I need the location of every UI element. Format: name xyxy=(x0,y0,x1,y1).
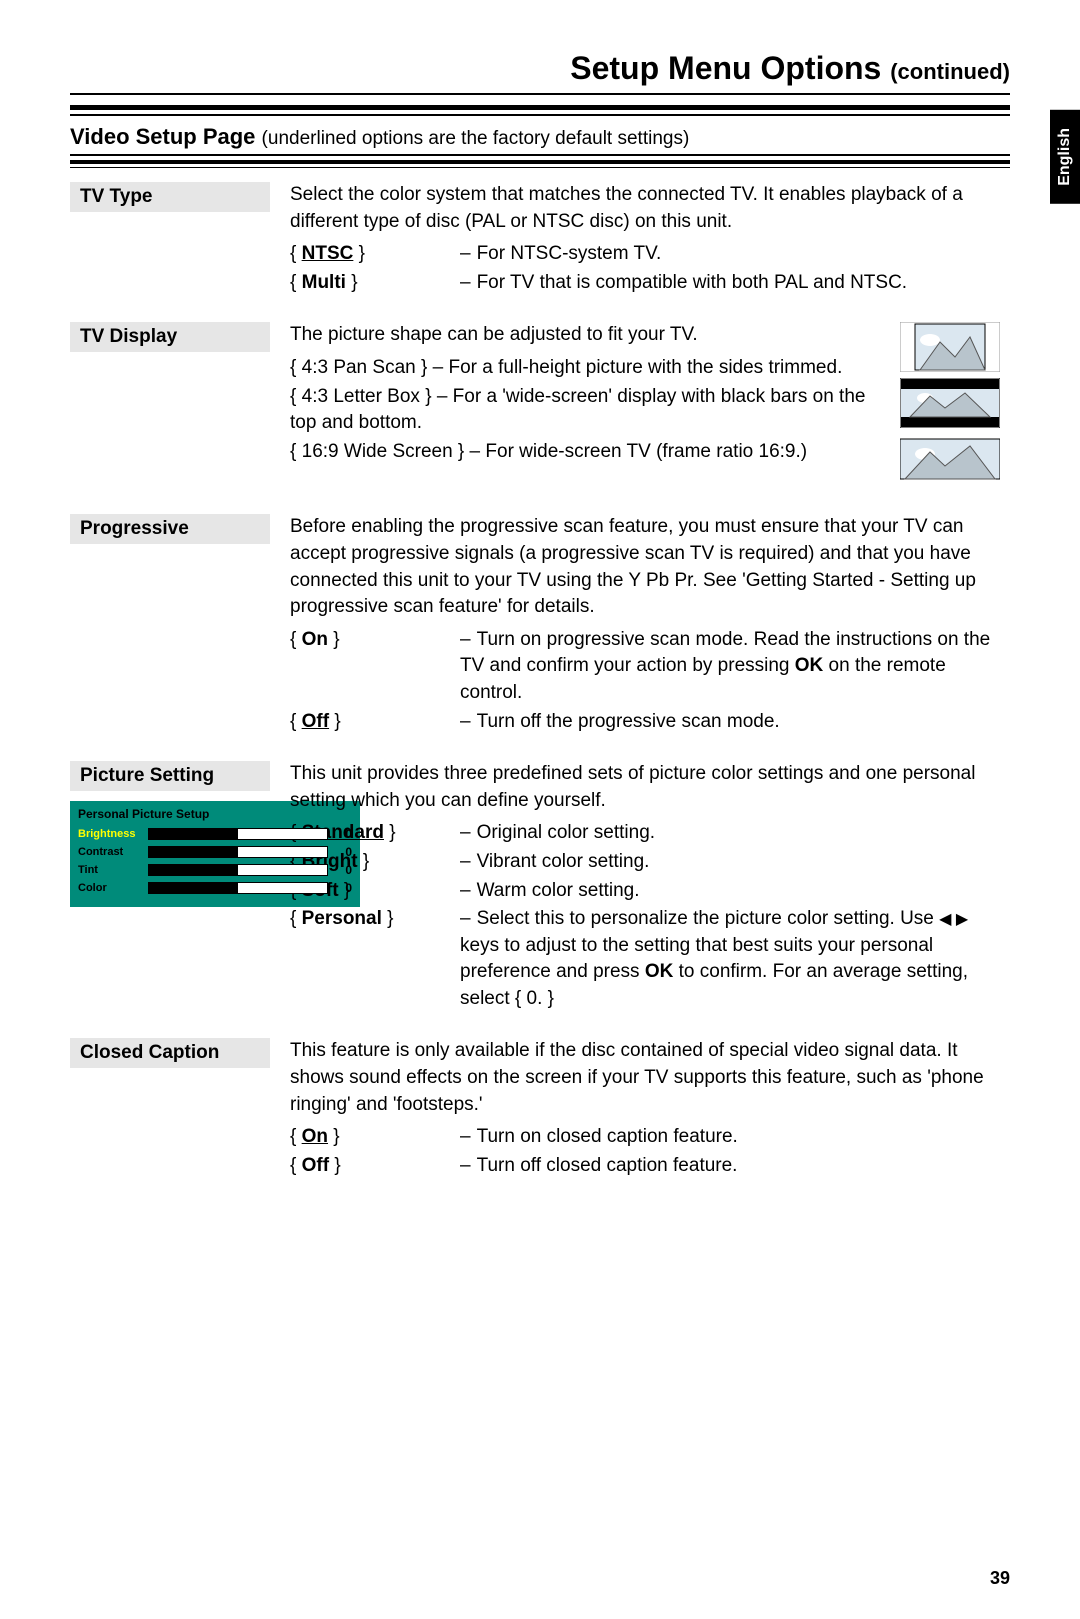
opt-desc-personal-a: Select this to personalize the picture c… xyxy=(477,908,940,929)
label-picture: Picture Setting xyxy=(70,761,270,791)
opt-desc-cc-off: Turn off closed caption feature. xyxy=(477,1155,738,1176)
row-tv-type: TV Type Select the color system that mat… xyxy=(70,182,1010,298)
panel-bar-tint xyxy=(148,864,328,876)
opt-desc-prog-off: Turn off the progressive scan mode. xyxy=(477,711,780,732)
row-closed-caption: Closed Caption This feature is only avai… xyxy=(70,1038,1010,1181)
cc-opt-off: { Off } –Turn off closed caption feature… xyxy=(290,1153,1010,1180)
tv-type-opt-multi: { Multi } –For TV that is compatible wit… xyxy=(290,270,1010,297)
tv-display-opt-wide: { 16:9 Wide Screen } – For wide-screen T… xyxy=(290,439,890,466)
section-header: Video Setup Page (underlined options are… xyxy=(70,120,1010,156)
panel-label-color: Color xyxy=(78,882,148,894)
title-continued: (continued) xyxy=(890,59,1010,84)
panel-row-contrast: Contrast 0 xyxy=(78,845,352,859)
row-picture-setting: Picture Setting Personal Picture Setup B… xyxy=(70,761,1010,1014)
page-content: Setup Menu Options (continued) Video Set… xyxy=(0,0,1080,1255)
illus-letterbox xyxy=(900,378,1000,428)
illus-panscan xyxy=(900,322,1000,372)
label-progressive: Progressive xyxy=(70,514,270,544)
picture-intro: This unit provides three predefined sets… xyxy=(290,761,1010,814)
opt-desc-wide: For wide-screen TV (frame ratio 16:9.) xyxy=(485,441,807,462)
opt-key-prog-off: Off xyxy=(302,711,329,732)
opt-key-multi: Multi xyxy=(302,272,346,293)
cc-intro: This feature is only available if the di… xyxy=(290,1038,1010,1118)
title-text: Setup Menu Options xyxy=(570,50,881,86)
panel-row-color: Color 0 xyxy=(78,881,352,895)
picture-opt-soft: { Soft } –Warm color setting. xyxy=(290,878,1010,905)
label-tv-display: TV Display xyxy=(70,322,270,352)
panel-row-tint: Tint 0 xyxy=(78,863,352,877)
opt-desc-standard: Original color setting. xyxy=(477,822,655,843)
panel-row-brightness: Brightness 0 xyxy=(78,827,352,841)
tv-display-intro: The picture shape can be adjusted to fit… xyxy=(290,322,890,349)
progressive-opt-off: { Off } –Turn off the progressive scan m… xyxy=(290,709,1010,736)
label-tv-type: TV Type xyxy=(70,182,270,212)
divider-thin-double xyxy=(70,160,1010,168)
tv-display-opt-letterbox: { 4:3 Letter Box } – For a 'wide-screen'… xyxy=(290,384,890,437)
page-title: Setup Menu Options (continued) xyxy=(70,50,1010,95)
body-cc: This feature is only available if the di… xyxy=(270,1038,1010,1181)
arrow-keys-icon: ◀ ▶ xyxy=(939,911,968,928)
opt-key-wide: 16:9 Wide Screen xyxy=(302,441,453,462)
body-tv-display: The picture shape can be adjusted to fit… xyxy=(270,322,1010,490)
opt-key-letterbox: 4:3 Letter Box xyxy=(302,386,420,407)
progressive-opt-on: { On } –Turn on progressive scan mode. R… xyxy=(290,627,1010,707)
panel-bar-contrast xyxy=(148,846,328,858)
panel-label-tint: Tint xyxy=(78,864,148,876)
opt-desc-prog-on-ok: OK xyxy=(795,655,824,676)
panel-label-contrast: Contrast xyxy=(78,846,148,858)
picture-opt-bright: { Bright } –Vibrant color setting. xyxy=(290,849,1010,876)
panel-bar-color xyxy=(148,882,328,894)
page-number: 39 xyxy=(990,1568,1010,1589)
tv-type-opt-ntsc: { NTSC } –For NTSC-system TV. xyxy=(290,241,1010,268)
illus-widescreen xyxy=(900,434,1000,484)
opt-desc-multi: For TV that is compatible with both PAL … xyxy=(477,272,908,293)
picture-opt-personal: { Personal } –Select this to personalize… xyxy=(290,906,1010,1012)
opt-desc-cc-on: Turn on closed caption feature. xyxy=(477,1126,738,1147)
body-progressive: Before enabling the progressive scan fea… xyxy=(270,514,1010,737)
opt-desc-panscan: For a full-height picture with the sides… xyxy=(448,357,842,378)
opt-desc-bright: Vibrant color setting. xyxy=(477,851,650,872)
cc-opt-on: { On } –Turn on closed caption feature. xyxy=(290,1124,1010,1151)
opt-desc-soft: Warm color setting. xyxy=(477,880,640,901)
opt-desc-personal-ok: OK xyxy=(645,961,674,982)
progressive-intro: Before enabling the progressive scan fea… xyxy=(290,514,1010,620)
panel-label-brightness: Brightness xyxy=(78,828,148,840)
body-tv-type: Select the color system that matches the… xyxy=(270,182,1010,298)
body-picture: This unit provides three predefined sets… xyxy=(270,761,1010,1014)
tv-display-opt-panscan: { 4:3 Pan Scan } – For a full-height pic… xyxy=(290,355,890,382)
opt-key-personal: Personal xyxy=(302,908,382,929)
opt-desc-ntsc: For NTSC-system TV. xyxy=(477,243,662,264)
label-cc: Closed Caption xyxy=(70,1038,270,1068)
opt-key-ntsc: NTSC xyxy=(302,243,354,264)
opt-key-prog-on: On xyxy=(302,629,328,650)
picture-opt-standard: { Standard } –Original color setting. xyxy=(290,820,1010,847)
opt-key-cc-off: Off xyxy=(302,1155,329,1176)
panel-bar-brightness xyxy=(148,828,328,840)
opt-key-cc-on: On xyxy=(302,1126,328,1147)
section-subtitle: (underlined options are the factory defa… xyxy=(262,128,690,149)
opt-key-panscan: 4:3 Pan Scan xyxy=(302,357,416,378)
tv-display-illustrations xyxy=(900,322,1010,490)
row-progressive: Progressive Before enabling the progress… xyxy=(70,514,1010,737)
divider-double xyxy=(70,105,1010,116)
row-tv-display: TV Display The picture shape can be adju… xyxy=(70,322,1010,490)
tv-type-intro: Select the color system that matches the… xyxy=(290,182,1010,235)
section-title: Video Setup Page xyxy=(70,124,255,149)
